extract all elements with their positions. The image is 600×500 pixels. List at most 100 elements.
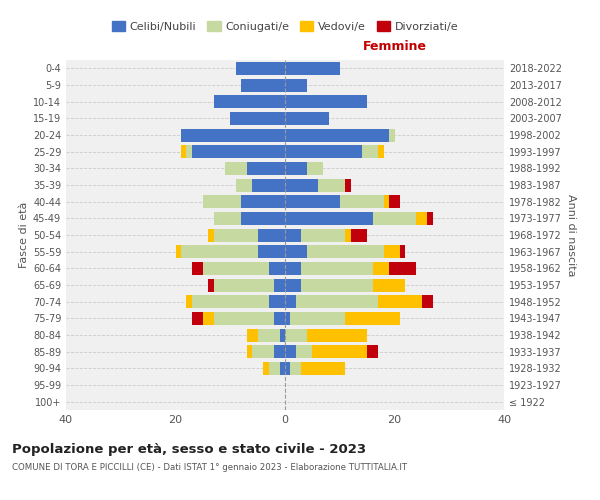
Bar	[416, 212, 427, 225]
Bar	[285, 245, 307, 258]
Bar	[225, 162, 247, 175]
Bar	[285, 95, 367, 108]
Bar	[285, 128, 389, 141]
Bar	[214, 212, 241, 225]
Bar	[290, 312, 345, 325]
Bar	[318, 178, 345, 192]
Bar	[285, 195, 340, 208]
Bar	[307, 245, 383, 258]
Bar	[274, 345, 285, 358]
Bar	[175, 245, 181, 258]
Bar	[247, 345, 252, 358]
Bar	[340, 195, 383, 208]
Bar	[367, 345, 378, 358]
Bar	[378, 145, 383, 158]
Bar	[362, 145, 378, 158]
Bar	[214, 95, 285, 108]
Bar	[290, 362, 301, 375]
Bar	[241, 78, 285, 92]
Bar	[383, 195, 389, 208]
Bar	[192, 262, 203, 275]
Bar	[236, 178, 252, 192]
Bar	[285, 262, 301, 275]
Bar	[214, 312, 274, 325]
Bar	[181, 128, 285, 141]
Bar	[285, 295, 296, 308]
Bar	[274, 312, 285, 325]
Bar	[400, 245, 406, 258]
Bar	[269, 362, 280, 375]
Text: COMUNE DI TORA E PICCILLI (CE) - Dati ISTAT 1° gennaio 2023 - Elaborazione TUTTI: COMUNE DI TORA E PICCILLI (CE) - Dati IS…	[12, 462, 407, 471]
Bar	[236, 62, 285, 75]
Bar	[389, 195, 400, 208]
Bar	[208, 278, 214, 291]
Bar	[301, 278, 373, 291]
Bar	[285, 328, 307, 342]
Bar	[422, 295, 433, 308]
Bar	[203, 312, 214, 325]
Bar	[192, 295, 269, 308]
Bar	[263, 362, 269, 375]
Bar	[373, 262, 389, 275]
Bar	[187, 295, 192, 308]
Bar	[208, 228, 214, 241]
Bar	[285, 62, 340, 75]
Bar	[389, 128, 395, 141]
Bar	[192, 312, 203, 325]
Bar	[280, 362, 285, 375]
Y-axis label: Anni di nascita: Anni di nascita	[566, 194, 576, 276]
Bar	[187, 145, 192, 158]
Text: Femmine: Femmine	[362, 40, 427, 53]
Legend: Celibi/Nubili, Coniugati/e, Vedovi/e, Divorziati/e: Celibi/Nubili, Coniugati/e, Vedovi/e, Di…	[107, 16, 463, 36]
Bar	[285, 228, 301, 241]
Bar	[427, 212, 433, 225]
Bar	[389, 262, 416, 275]
Bar	[285, 145, 362, 158]
Bar	[257, 228, 285, 241]
Bar	[285, 362, 290, 375]
Bar	[280, 328, 285, 342]
Bar	[192, 145, 285, 158]
Bar	[285, 178, 318, 192]
Bar	[257, 245, 285, 258]
Bar	[214, 278, 274, 291]
Bar	[285, 112, 329, 125]
Bar	[307, 162, 323, 175]
Bar	[214, 228, 257, 241]
Bar	[285, 162, 307, 175]
Bar	[181, 245, 257, 258]
Bar	[296, 295, 378, 308]
Bar	[373, 278, 406, 291]
Bar	[301, 262, 373, 275]
Bar	[274, 278, 285, 291]
Bar	[181, 145, 187, 158]
Text: Popolazione per età, sesso e stato civile - 2023: Popolazione per età, sesso e stato civil…	[12, 442, 366, 456]
Bar	[301, 228, 345, 241]
Bar	[285, 278, 301, 291]
Bar	[247, 328, 257, 342]
Bar	[252, 345, 274, 358]
Bar	[378, 295, 422, 308]
Bar	[285, 212, 373, 225]
Bar	[296, 345, 313, 358]
Bar	[241, 195, 285, 208]
Bar	[345, 178, 351, 192]
Bar	[252, 178, 285, 192]
Bar	[203, 262, 269, 275]
Bar	[285, 78, 307, 92]
Y-axis label: Fasce di età: Fasce di età	[19, 202, 29, 268]
Bar	[351, 228, 367, 241]
Bar	[345, 312, 400, 325]
Bar	[307, 328, 367, 342]
Bar	[247, 162, 285, 175]
Bar	[285, 345, 296, 358]
Bar	[285, 312, 290, 325]
Bar	[301, 362, 345, 375]
Bar	[269, 295, 285, 308]
Bar	[313, 345, 367, 358]
Bar	[373, 212, 416, 225]
Bar	[257, 328, 280, 342]
Bar	[241, 212, 285, 225]
Bar	[230, 112, 285, 125]
Bar	[345, 228, 351, 241]
